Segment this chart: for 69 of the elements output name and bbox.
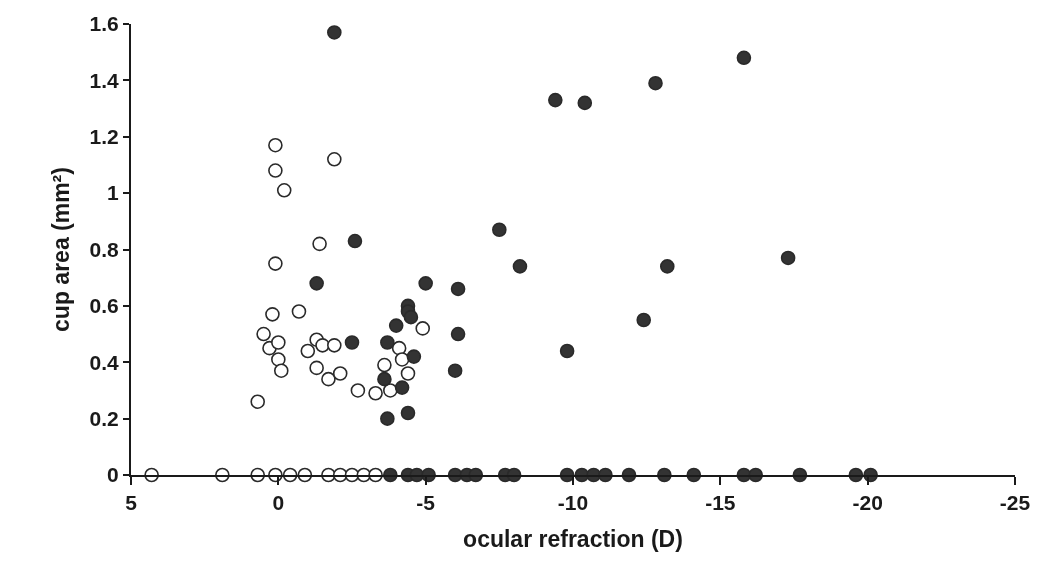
- point: [736, 50, 752, 66]
- y-tick-label: 0.8: [89, 237, 120, 261]
- point: [450, 326, 466, 342]
- point: [400, 405, 416, 421]
- point: [450, 281, 466, 297]
- point: [321, 371, 336, 387]
- point: [350, 383, 366, 398]
- point: [400, 366, 416, 381]
- point: [394, 380, 410, 395]
- x-tick-label: -5: [416, 491, 436, 515]
- point: [559, 343, 575, 359]
- point: [394, 352, 410, 367]
- point: [315, 338, 330, 353]
- point: [312, 236, 327, 252]
- x-axis-title: ocular refraction (D): [463, 526, 683, 553]
- point: [268, 137, 283, 153]
- y-tick-label: 0.6: [89, 294, 119, 318]
- point: [276, 183, 292, 198]
- point: [332, 366, 348, 381]
- point: [406, 349, 422, 364]
- point: [265, 307, 280, 322]
- point: [271, 335, 286, 350]
- x-tick-label: -10: [557, 491, 589, 515]
- y-tick-label: 1: [107, 181, 120, 205]
- point: [492, 222, 507, 238]
- point: [388, 318, 404, 333]
- point: [577, 95, 593, 111]
- point: [268, 163, 283, 178]
- y-tick-label: 0.2: [89, 406, 119, 430]
- point: [309, 360, 324, 376]
- point: [512, 259, 528, 274]
- y-tick-label: 0: [107, 463, 119, 487]
- point: [327, 338, 342, 353]
- point: [418, 276, 433, 291]
- y-axis-title: cup area (mm²): [47, 167, 74, 332]
- point: [415, 321, 431, 336]
- point: [256, 326, 271, 342]
- point: [271, 352, 286, 367]
- point: [268, 256, 283, 271]
- point: [380, 335, 395, 350]
- point: [377, 357, 392, 373]
- point: [309, 276, 324, 291]
- point: [648, 75, 663, 91]
- point: [403, 309, 419, 325]
- y-tick-label: 1.6: [89, 12, 119, 36]
- point: [368, 385, 383, 401]
- point: [327, 152, 342, 167]
- point: [636, 312, 652, 328]
- point: [250, 394, 266, 409]
- point: [344, 335, 360, 350]
- point: [347, 233, 363, 249]
- point: [273, 363, 289, 378]
- point: [327, 25, 342, 40]
- point: [380, 411, 395, 426]
- x-tick-label: 0: [272, 491, 285, 515]
- point: [377, 371, 392, 387]
- point: [300, 343, 316, 359]
- x-tick-label: 5: [125, 491, 138, 515]
- y-tick-label: 0.4: [89, 350, 120, 374]
- y-tick-label: 1.2: [89, 125, 119, 149]
- point: [447, 363, 463, 378]
- point: [780, 250, 796, 266]
- point: [548, 92, 563, 108]
- x-tick-label: -15: [705, 491, 736, 515]
- y-tick-label: 1.4: [89, 68, 120, 92]
- x-tick-label: -25: [999, 491, 1031, 515]
- point: [660, 259, 675, 274]
- point: [291, 304, 307, 319]
- x-tick-label: -20: [852, 491, 883, 515]
